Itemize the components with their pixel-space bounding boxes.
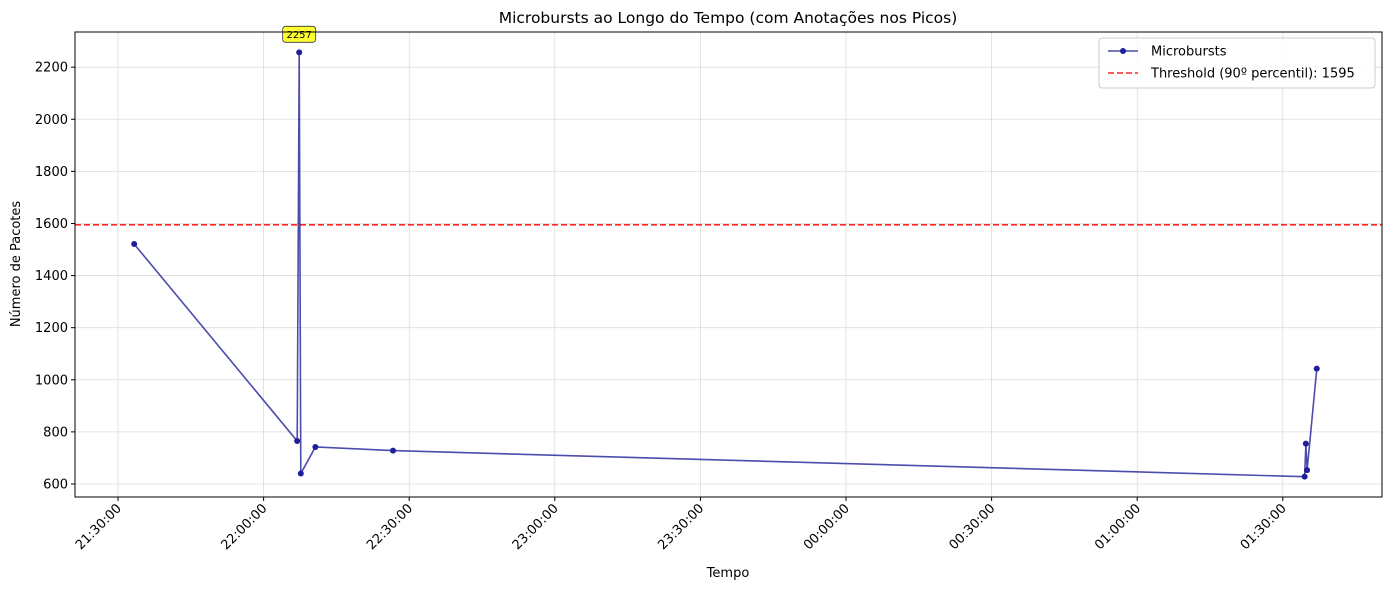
data-point [1302,440,1309,447]
series-line-microbursts [133,52,1318,478]
data-point [294,437,301,444]
data-point [1304,467,1311,474]
x-tick-label: 00:00:00 [801,501,853,553]
chart-title: Microbursts ao Longo do Tempo (com Anota… [499,9,958,27]
y-tick-label: 600 [43,477,68,492]
x-tick-label: 01:00:00 [1092,501,1144,553]
points-layer [131,49,1320,480]
x-axis-label: Tempo [706,566,750,581]
y-tick-label: 1800 [35,165,68,180]
data-point [1313,365,1320,372]
x-tick-label: 01:30:00 [1238,501,1290,553]
series-layer [133,52,1318,478]
data-point [131,241,138,248]
legend-label-threshold: Threshold (90º percentil): 1595 [1150,67,1355,82]
legend-label-microbursts: Microbursts [1151,45,1227,60]
y-tick-label: 2200 [35,61,68,76]
x-tick-label: 23:30:00 [655,501,707,553]
data-point [312,443,319,450]
x-tick-label: 00:30:00 [947,501,999,553]
legend-box [1098,37,1376,89]
y-tick-label: 1600 [35,217,68,232]
x-tick-label: 21:30:00 [73,501,125,553]
y-tick-label: 1000 [35,373,68,388]
data-point [296,49,303,56]
y-tick-label: 800 [43,425,68,440]
x-tick-label: 23:00:00 [510,501,562,553]
y-axis-label: Número de Pacotes [9,201,24,328]
legend: Microbursts Threshold (90º percentil): 1… [1098,37,1376,89]
y-tick-label: 1400 [35,269,68,284]
x-axis-ticks: 21:30:00 22:00:00 22:30:00 23:00:00 23:30:00… [73,497,1290,553]
legend-marker-microbursts [1120,48,1126,54]
annotations-layer: 2257 [282,25,317,43]
peak-annotation-box [282,25,317,43]
x-tick-label: 22:00:00 [219,501,271,553]
plot-area [74,31,1383,498]
grid [75,32,1382,497]
y-tick-label: 2000 [35,113,68,128]
x-tick-label: 22:30:00 [364,501,416,553]
y-tick-label: 1200 [35,321,68,336]
data-point [390,447,397,454]
y-axis-ticks: 600 800 1000 1200 1400 1600 1800 2000 2200 [35,61,75,492]
data-point [1301,473,1308,480]
peak-annotation-label: 2257 [286,30,311,41]
data-point [297,470,304,477]
